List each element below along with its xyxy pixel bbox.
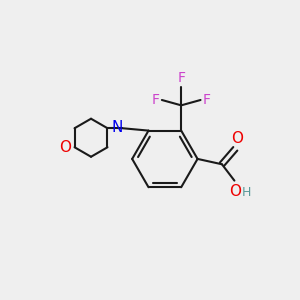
Text: F: F — [203, 93, 211, 107]
Text: F: F — [152, 93, 160, 107]
Text: N: N — [111, 119, 122, 134]
Text: O: O — [229, 184, 241, 199]
Text: H: H — [242, 186, 252, 199]
Text: F: F — [177, 71, 185, 85]
Text: O: O — [59, 140, 71, 155]
Text: O: O — [231, 131, 243, 146]
